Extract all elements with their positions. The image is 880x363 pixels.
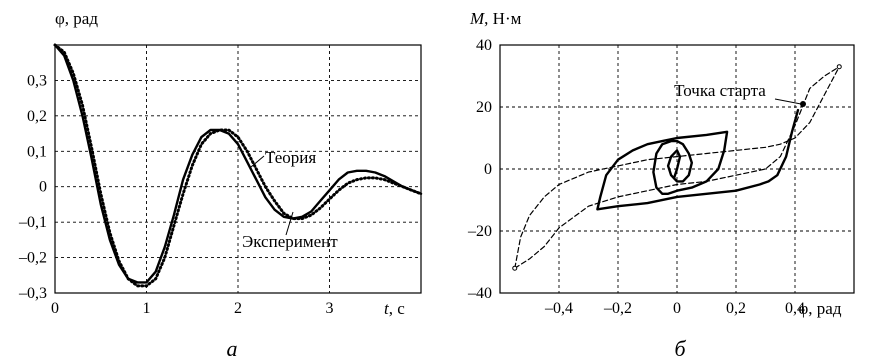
annotation-theory-leader: [250, 155, 265, 168]
left-series-0-line: [53, 43, 423, 284]
left-series-1-line: [53, 43, 423, 288]
right-ticks: –0,4 –0,2 0 0,2 0,4 40 20 0 –20 –40: [467, 37, 805, 317]
left-y-axis-label: φ, рад: [55, 9, 98, 28]
left-y-tick-label: –0,2: [18, 250, 47, 267]
left-x-tick-label: 1: [143, 300, 151, 317]
annotation-start-point: Точка старта: [674, 81, 766, 100]
right-y-tick-label: 20: [476, 99, 492, 116]
curve-end-marker: [512, 265, 518, 271]
right-x-tick-label: 0,2: [726, 300, 746, 317]
right-x-tick-label: 0,4: [785, 300, 805, 317]
right-chart: –0,4 –0,2 0 0,2 0,4 40 20 0 –20 –40 M, Н·м φ, рад…: [467, 9, 855, 361]
right-series-1-line: [514, 66, 840, 269]
start-point-marker: [800, 101, 806, 107]
annotation-start-leader: [774, 98, 802, 105]
left-y-tick-label: –0,1: [18, 214, 47, 231]
right-x-axis-label: φ, рад: [798, 299, 841, 318]
annotation-theory: Теория: [265, 148, 316, 167]
right-y-tick-label: –40: [467, 285, 492, 302]
panel-label-a: а: [227, 336, 238, 361]
left-y-tick-label: –0,3: [18, 285, 47, 302]
annotation-experiment: Эксперимент: [242, 232, 338, 251]
right-y-tick-label: 0: [484, 161, 492, 178]
left-x-axis-label: t, с: [384, 299, 405, 318]
right-series: [512, 64, 842, 271]
right-y-axis-var: M: [469, 9, 485, 28]
left-y-tick-label: 0,1: [27, 143, 47, 160]
annotation-experiment-leader: [285, 211, 294, 236]
right-x-tick-label: 0: [673, 300, 681, 317]
left-x-axis-unit: , с: [389, 299, 406, 318]
right-y-axis-label: M, Н·м: [469, 9, 522, 28]
left-grid: [55, 45, 421, 293]
curve-end-marker: [836, 64, 842, 70]
right-series-0-line: [514, 66, 840, 269]
right-x-tick-label: –0,4: [544, 300, 573, 317]
left-x-axis-var: t: [384, 299, 390, 318]
panel-label-b: б: [674, 336, 686, 361]
right-y-tick-label: 40: [476, 37, 492, 54]
left-chart: 0 1 2 3 0,3 0,2 0,1 0 –0,1 –0,2 –0,3 φ, рад t, с Т…: [18, 9, 423, 361]
left-y-tick-label: 0,3: [27, 72, 47, 89]
right-y-axis-unit: , Н·м: [484, 9, 521, 28]
right-x-tick-label: –0,2: [603, 300, 632, 317]
left-x-tick-label: 3: [326, 300, 334, 317]
left-x-tick-label: 0: [51, 300, 59, 317]
right-y-tick-label: –20: [467, 223, 492, 240]
right-series-2-line: [596, 108, 800, 211]
left-y-tick-label: 0,2: [27, 108, 47, 125]
left-series: [53, 43, 423, 288]
left-ticks: 0 1 2 3 0,3 0,2 0,1 0 –0,1 –0,2 –0,3: [18, 72, 334, 317]
left-x-tick-label: 2: [234, 300, 242, 317]
left-y-tick-label: 0: [39, 179, 47, 196]
